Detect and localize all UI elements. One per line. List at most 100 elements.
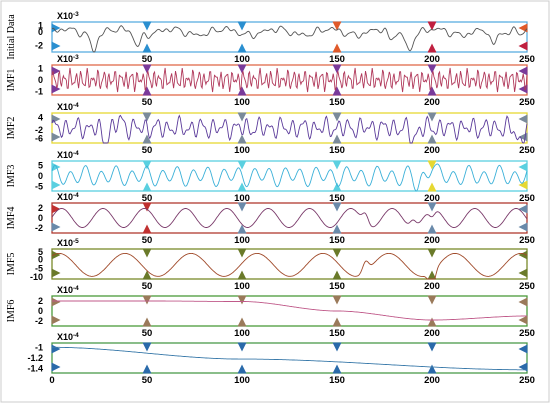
x-tick-label: 150 [329, 328, 345, 339]
x-marker-bottom [142, 224, 152, 234]
scale-label: X10-3 [57, 54, 79, 64]
signal-line [51, 252, 528, 280]
panel-ylabel: IMF2 [6, 117, 17, 140]
x-tick-label: 250 [519, 54, 535, 65]
right-marker [518, 114, 528, 124]
signal-line [52, 300, 527, 321]
left-marker [51, 204, 61, 214]
x-marker-bottom [427, 182, 437, 192]
y-tick-label: 0 [38, 255, 43, 265]
y-tick-label: 0 [38, 27, 43, 37]
y-tick-label: -5 [35, 263, 43, 273]
left-marker [51, 84, 61, 94]
panel-ylabel: Initial Data [6, 14, 17, 60]
signal-line [51, 208, 528, 228]
x-marker-bottom [142, 317, 152, 327]
x-marker-top [142, 112, 152, 122]
x-marker-bottom [237, 182, 247, 192]
x-tick-label: 50 [142, 328, 153, 339]
x-marker-bottom [142, 182, 152, 192]
panel-frame [51, 248, 528, 280]
x-marker-bottom [427, 317, 437, 327]
x-tick-label: 200 [424, 97, 440, 108]
x-marker-bottom [237, 86, 247, 96]
x-marker-bottom [427, 86, 437, 96]
x-marker-top [142, 248, 152, 258]
y-tick-label: 5 [38, 160, 43, 170]
panel-1: X10-3 Initial Data 10 -2 50 100 150 200 250 [6, 11, 535, 65]
y-tick-label: -1.4 [27, 364, 43, 374]
y-tick-label: -10 [30, 272, 43, 282]
x-marker-bottom [237, 134, 247, 144]
panel-ylabel: IMF6 [6, 300, 17, 323]
x-marker-top [142, 64, 152, 74]
x-marker-bottom [427, 224, 437, 234]
x-tick-label: 100 [234, 235, 250, 246]
x-marker-bottom [332, 86, 342, 96]
right-marker [518, 297, 528, 307]
left-marker [51, 297, 61, 307]
x-tick-label: 200 [424, 375, 440, 386]
x-marker-top [427, 112, 437, 122]
x-tick-label: 200 [424, 145, 440, 156]
right-marker [518, 180, 528, 190]
x-tick-label: 50 [142, 97, 153, 108]
panel-ylabel: IMF3 [6, 165, 17, 188]
x-tick-label: 150 [329, 281, 345, 292]
y-tick-label: 1 [38, 20, 43, 30]
x-marker-bottom [237, 317, 247, 327]
x-marker-bottom [427, 364, 437, 374]
x-marker-bottom [332, 317, 342, 327]
x-tick-label: 100 [234, 145, 250, 156]
x-marker-top [237, 202, 247, 212]
x-marker-bottom [142, 134, 152, 144]
x-marker-top [427, 21, 437, 31]
scale-label: X10-5 [57, 238, 79, 248]
signal-line [51, 114, 528, 144]
x-tick-label: 200 [424, 54, 440, 65]
left-marker [51, 344, 61, 354]
left-marker [51, 132, 61, 142]
x-tick-label: 250 [519, 145, 535, 156]
y-tick-label: -5 [35, 182, 43, 192]
y-tick-label: 0 [38, 171, 43, 181]
x-marker-bottom [237, 270, 247, 280]
panel-frame [51, 342, 528, 374]
x-marker-top [332, 295, 342, 305]
x-tick-label: 200 [424, 281, 440, 292]
y-tick-label: 0 [38, 306, 43, 316]
x-marker-bottom [332, 224, 342, 234]
x-marker-top [427, 295, 437, 305]
x-tick-label: 50 [142, 235, 153, 246]
x-marker-bottom [237, 224, 247, 234]
x-marker-top [142, 342, 152, 352]
y-tick-label: 0 [38, 213, 43, 223]
right-marker [518, 250, 528, 260]
y-tick-label: 0 [38, 75, 43, 85]
x-tick-label: 50 [142, 281, 153, 292]
x-marker-top [332, 21, 342, 31]
x-marker-bottom [427, 43, 437, 53]
x-tick-label: 150 [329, 193, 345, 204]
x-marker-bottom [142, 364, 152, 374]
panel-frame [51, 160, 528, 192]
x-tick-label: 50 [142, 375, 153, 386]
left-marker [51, 41, 61, 51]
panel-3: X10-4 IMF2 4 -2-6 50 100 150 200 250 [6, 102, 535, 156]
signal-line [51, 67, 528, 93]
scale-label: X10-4 [57, 332, 79, 342]
left-marker [51, 362, 61, 372]
x-tick-label: 250 [519, 193, 535, 204]
x-tick-label: 100 [234, 97, 250, 108]
y-tick-label: -6 [35, 134, 43, 144]
x-marker-top [237, 342, 247, 352]
x-marker-top [427, 64, 437, 74]
panel-5: X10-4 IMF4 20-2 50 100 150 200 250 [6, 192, 535, 246]
x-tick-label: 200 [424, 328, 440, 339]
x-tick-label: 50 [142, 54, 153, 65]
signal-line [51, 25, 528, 53]
x-marker-top [237, 295, 247, 305]
panel-frame [51, 21, 528, 53]
